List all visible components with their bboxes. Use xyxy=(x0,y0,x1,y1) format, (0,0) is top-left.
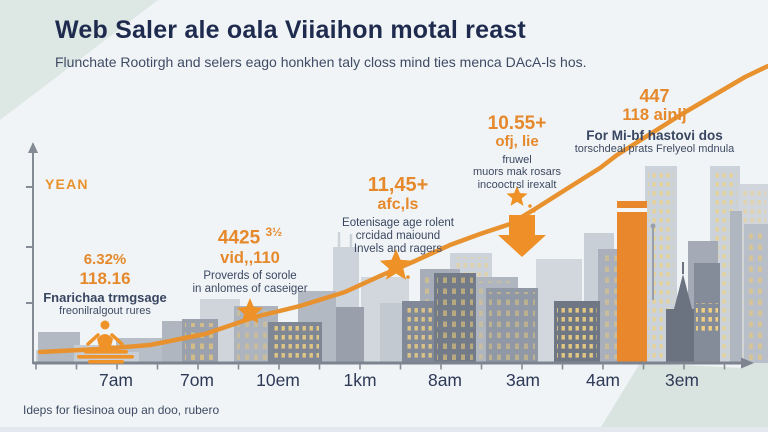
down-arrow-icon xyxy=(498,215,546,257)
y-axis-arrow xyxy=(28,142,38,153)
corner-shape-top-left xyxy=(0,0,158,120)
stat-caption: muors mak rosars xyxy=(472,166,562,179)
star-icon xyxy=(506,186,528,206)
stat-value: afc,ls xyxy=(377,196,419,214)
stat-caption: freonilralgout rures xyxy=(59,305,151,318)
stat-value: 6.32% xyxy=(83,251,127,268)
bottom-strip xyxy=(0,427,768,432)
stat-caption: Eotenisage age rolent xyxy=(342,217,454,230)
skyline-front xyxy=(74,201,768,363)
stat-annotation-4: 10.55+ ofj, lie fruwel muors mak rosars … xyxy=(447,113,587,191)
stat-caption: torschdeal prats Frelyeol mdnula xyxy=(574,142,735,155)
x-axis-label-6: 4am xyxy=(585,370,621,390)
stat-caption: Proverds of sorole xyxy=(203,270,297,283)
x-axis-label-7: 3em xyxy=(664,370,700,390)
spire-building xyxy=(666,262,698,363)
x-axis-arrow xyxy=(741,357,754,369)
x-axis-label-4: 8am xyxy=(427,370,463,390)
stat-annotation-5: 447 118 ainlj For Mi-bf hastovi dos tors… xyxy=(567,86,742,155)
stat-caption: crcidad maiound xyxy=(355,230,441,243)
footer-note: Ideps for fiesinoa oup an doo, rubero xyxy=(23,403,220,417)
y-axis-label: YEAN xyxy=(45,176,89,192)
y-axis xyxy=(26,150,34,364)
x-axis-label-2: 10em xyxy=(256,370,300,390)
stat-caption: in anlomes of caseiger xyxy=(192,282,308,295)
stat-value: 10.55+ xyxy=(487,113,547,134)
stat-value: 118 ainlj xyxy=(622,106,687,125)
stat-caption: fruwel xyxy=(502,154,532,167)
stat-value: vid,,110 xyxy=(220,248,280,267)
stat-value-sup: 3½ xyxy=(265,225,283,239)
stat-value: 11,45+ xyxy=(367,174,429,196)
star-icon xyxy=(236,298,264,324)
stat-caption: For Mi-bf hastovi dos xyxy=(586,127,723,143)
stat-annotation-2: 4425 3½ vid,,110 Proverds of sorole in a… xyxy=(175,225,325,296)
stat-value: 4425 3½ xyxy=(175,225,325,249)
x-axis-label-0: 7am xyxy=(98,370,134,390)
page-subtitle: Flunchate Rootirgh and selers eago honkh… xyxy=(55,54,587,70)
x-axis-label-5: 3am xyxy=(505,370,541,390)
x-axis-ticks xyxy=(35,363,726,370)
person-icon xyxy=(77,320,134,364)
stat-annotation-1: 6.32% 118.16 Fnarichaa trmgsage freonilr… xyxy=(30,251,180,318)
star-icon xyxy=(379,249,413,280)
stat-value: ofj, lie xyxy=(495,133,539,151)
stat-caption: incooctrsl irexalt xyxy=(477,178,557,191)
stat-annotation-3: 11,45+ afc,ls Eotenisage age rolent crci… xyxy=(318,174,478,256)
corner-shape-bottom-right xyxy=(598,252,768,432)
stat-value-main: 4425 xyxy=(217,227,261,249)
orange-building xyxy=(617,201,647,363)
stat-caption: Fnarichaa trmgsage xyxy=(43,289,167,305)
stat-caption: Invels and ragers xyxy=(353,243,443,256)
stat-value: 118.16 xyxy=(79,268,131,288)
trend-line xyxy=(37,63,768,355)
x-axis-label-1: 7om xyxy=(179,370,215,390)
x-axis-label-3: 1km xyxy=(343,370,377,390)
page-title: Web Saler ale oala Viiaihon motal reast xyxy=(55,16,526,44)
stat-value: 447 xyxy=(639,86,670,106)
star-icons xyxy=(236,186,528,324)
